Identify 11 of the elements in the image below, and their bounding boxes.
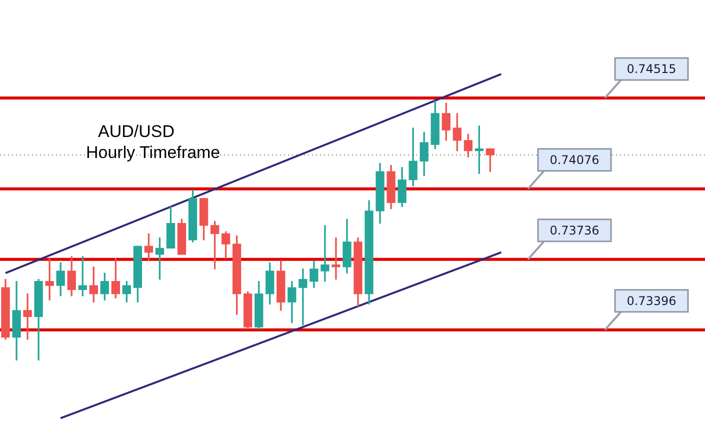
candlestick (45, 258, 54, 300)
annotation: 0.74076 (550, 153, 600, 168)
text: Hourly Timeframe (86, 143, 220, 162)
text: 0.74515 (626, 62, 676, 76)
candlestick (332, 238, 340, 280)
candlestick (320, 225, 330, 282)
annotation: 0.73396 (626, 294, 676, 308)
text: AUD/USD (98, 122, 175, 141)
candlestick (23, 293, 32, 340)
candlestick (298, 268, 308, 326)
annotation: 0.73736 (550, 223, 600, 238)
